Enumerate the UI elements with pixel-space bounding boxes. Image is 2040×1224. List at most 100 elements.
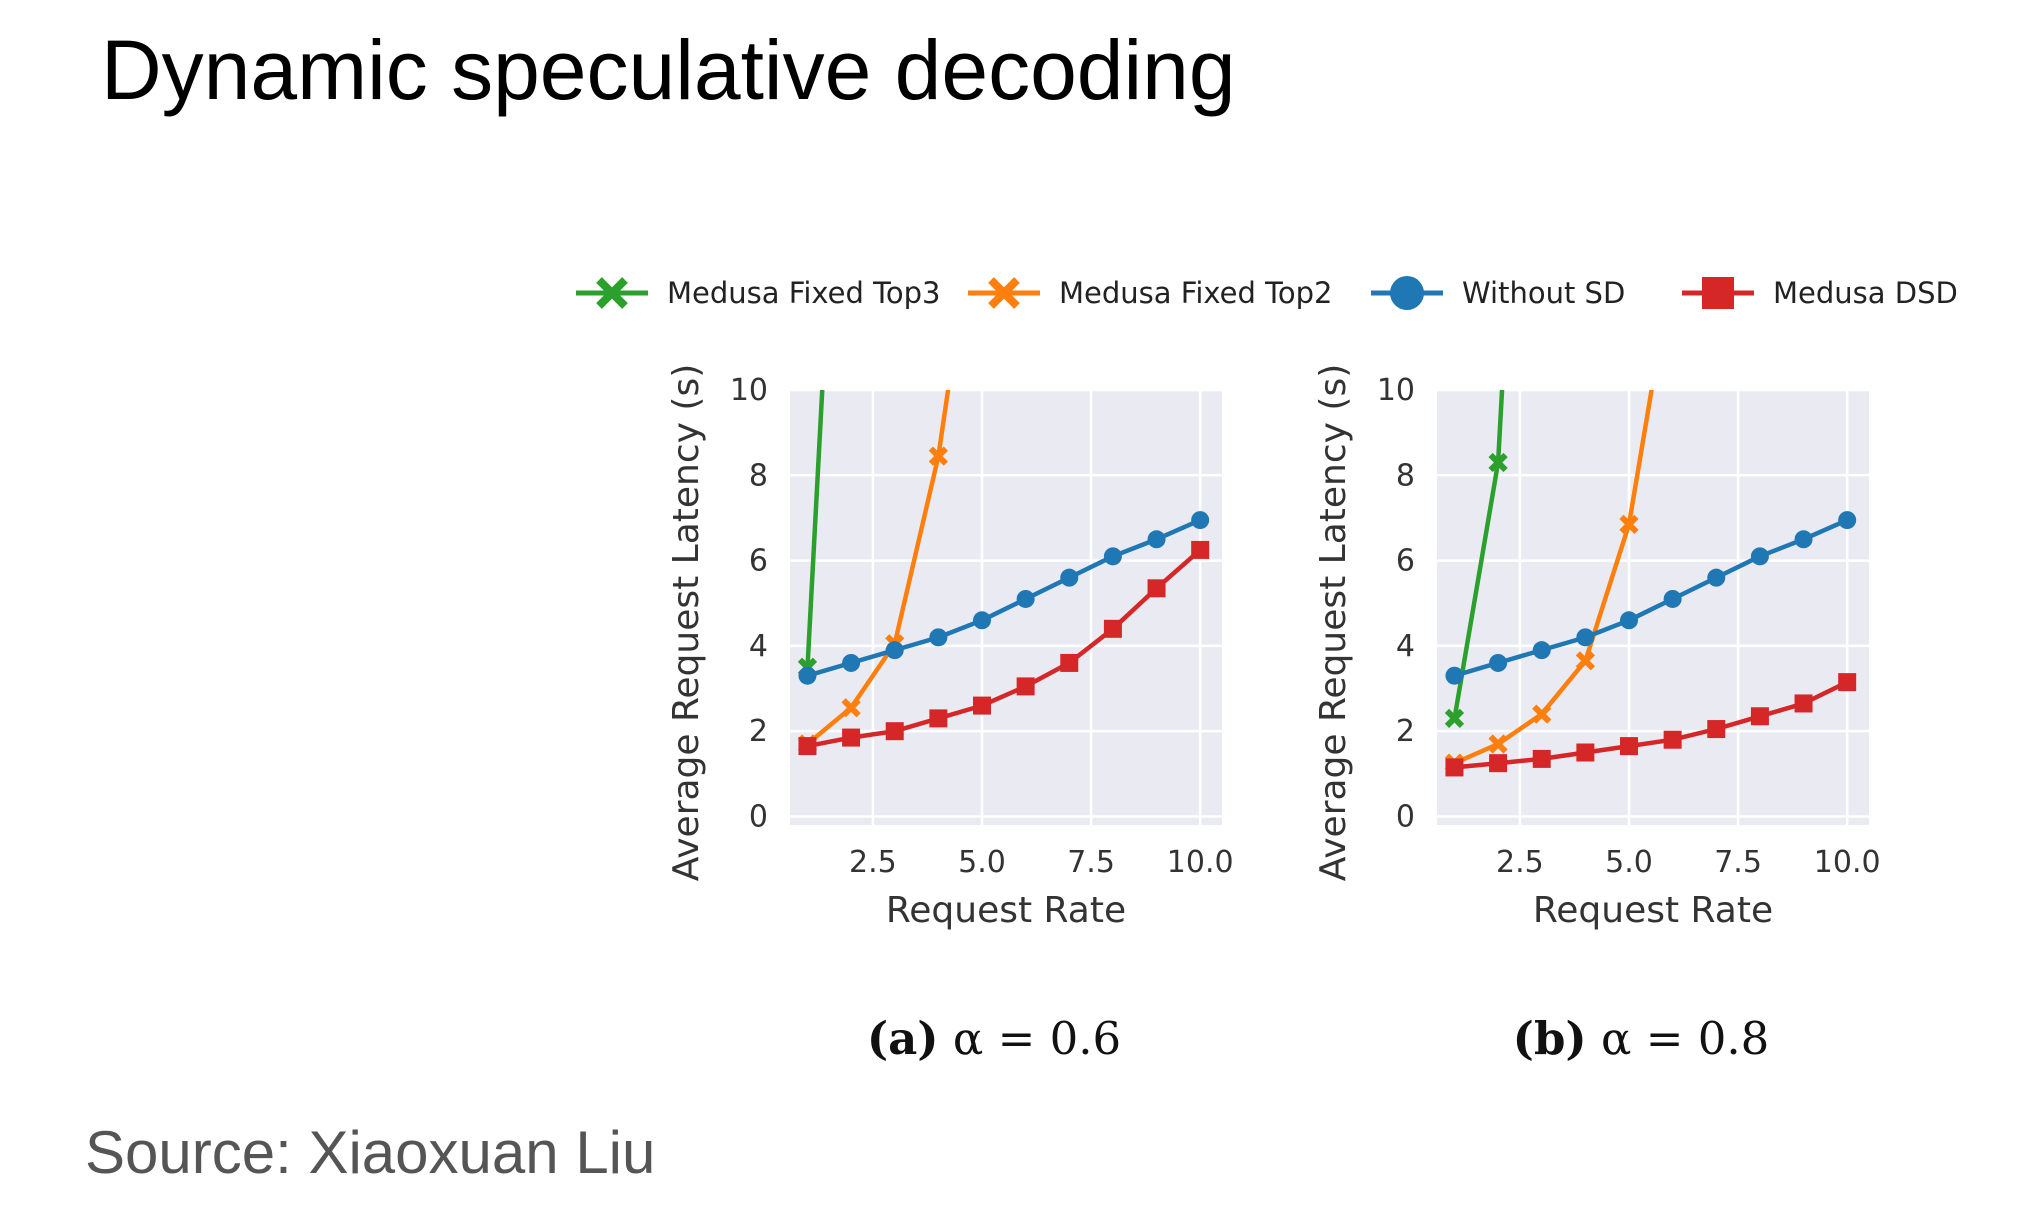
data-point-medusa-dsd: [1750, 707, 1769, 726]
panel-caption-tag: (a): [867, 1012, 939, 1065]
data-point-without-sd: [1445, 666, 1464, 685]
source-credit: Source: Xiaoxuan Liu: [85, 1119, 656, 1186]
data-point-medusa-dsd: [929, 709, 948, 728]
y-tick-label: 6: [749, 544, 768, 579]
data-point-without-sd: [1620, 611, 1638, 630]
data-point-without-sd: [1750, 547, 1769, 566]
chart-panel-b: 0 2 4 6 8 10 2.5 5.0 7.5 10.0 Request Rate Average …: [1313, 364, 1881, 1065]
data-point-medusa-fixed-top2: [1575, 651, 1595, 671]
y-tick-label: 4: [749, 629, 768, 664]
data-point-without-sd: [1838, 511, 1857, 530]
data-point-medusa-dsd: [1060, 653, 1079, 672]
panel-caption: (b) α = 0.8: [1513, 1012, 1770, 1065]
data-point-without-sd: [1532, 641, 1551, 660]
y-tick-label: 2: [749, 714, 768, 749]
data-point-medusa-dsd: [1620, 737, 1638, 756]
y-tick-label: 8: [749, 458, 768, 493]
x-tick-label: 10.0: [1167, 845, 1234, 880]
series-line-medusa-dsd: [1454, 680, 1849, 770]
series-group: [797, 390, 1210, 756]
data-point-medusa-dsd: [1103, 619, 1122, 638]
legend-label-medusa-fixed-top3: Medusa Fixed Top3: [667, 276, 941, 310]
data-point-medusa-dsd: [798, 737, 817, 756]
legend-marker-medusa-fixed-top3: [596, 277, 628, 309]
y-tick-label: 4: [1396, 629, 1415, 664]
data-point-medusa-dsd: [885, 722, 904, 741]
legend-marker-without-sd: [1390, 276, 1424, 310]
y-axis-label: Average Request Latency (s): [666, 364, 707, 882]
x-tick-label: 2.5: [849, 845, 897, 880]
data-point-medusa-dsd: [1663, 730, 1682, 749]
x-axis-label: Request Rate: [886, 890, 1126, 931]
x-tick-label: 5.0: [958, 845, 1006, 880]
y-tick-label: 6: [1396, 544, 1415, 579]
legend-marker-medusa-dsd: [1702, 277, 1734, 309]
data-point-without-sd: [1147, 530, 1166, 549]
legend-entry-without-sd: Without SD: [1371, 276, 1625, 310]
x-tick-label: 7.5: [1714, 845, 1762, 880]
data-point-medusa-dsd: [1016, 677, 1035, 696]
data-point-medusa-dsd: [1532, 749, 1551, 768]
data-point-medusa-fixed-top3: [1444, 708, 1465, 729]
x-axis-label: Request Rate: [1533, 890, 1773, 931]
series-line-medusa-dsd: [807, 548, 1202, 749]
data-point-medusa-fixed-top2: [841, 698, 861, 718]
data-point-medusa-dsd: [1707, 720, 1726, 739]
data-point-without-sd: [1576, 628, 1595, 647]
panel-caption-expr: α = 0.8: [1587, 1012, 1770, 1065]
data-point-medusa-dsd: [1147, 579, 1166, 598]
x-tick-label: 7.5: [1067, 845, 1115, 880]
chart-panel-a: 0 2 4 6 8 10 2.5 5.0 7.5 10.0 Request Rate Average …: [666, 364, 1234, 1065]
series-group: [1444, 390, 1857, 777]
data-point-without-sd: [973, 611, 991, 630]
data-point-medusa-dsd: [973, 696, 991, 715]
data-point-medusa-fixed-top2: [928, 446, 948, 466]
y-tick-label: 8: [1396, 458, 1415, 493]
y-axis-label: Average Request Latency (s): [1313, 364, 1354, 882]
data-point-without-sd: [885, 641, 904, 660]
legend-marker-medusa-fixed-top2: [988, 277, 1020, 309]
data-point-medusa-dsd: [1191, 540, 1210, 559]
data-point-medusa-fixed-top3: [1488, 452, 1508, 473]
data-point-medusa-fixed-top2: [1532, 704, 1552, 724]
data-point-without-sd: [1663, 589, 1682, 608]
legend-entry-medusa-fixed-top3: Medusa Fixed Top3: [576, 276, 941, 310]
data-point-medusa-dsd: [1576, 743, 1595, 762]
data-point-medusa-fixed-top2: [1488, 734, 1508, 754]
data-point-without-sd: [1191, 511, 1210, 530]
data-point-medusa-dsd: [1445, 758, 1464, 777]
data-point-medusa-dsd: [1794, 694, 1813, 713]
data-point-without-sd: [929, 628, 948, 647]
y-tick-label: 0: [749, 799, 768, 834]
y-tick-label: 10: [730, 373, 768, 408]
y-tick-label: 0: [1396, 799, 1415, 834]
legend-label-medusa-fixed-top2: Medusa Fixed Top2: [1059, 276, 1333, 310]
x-tick-label: 10.0: [1814, 845, 1881, 880]
data-point-without-sd: [1060, 568, 1079, 587]
data-point-without-sd: [798, 666, 817, 685]
legend-entry-medusa-fixed-top2: Medusa Fixed Top2: [968, 276, 1333, 310]
panel-caption-expr: α = 0.6: [939, 1012, 1122, 1065]
legend: Medusa Fixed Top3 Medusa Fixed Top2 Withou…: [576, 276, 1958, 310]
data-point-without-sd: [1707, 568, 1726, 587]
data-point-without-sd: [842, 653, 861, 672]
data-point-medusa-dsd: [1489, 754, 1508, 773]
legend-label-without-sd: Without SD: [1462, 276, 1625, 310]
panel-caption-tag: (b): [1513, 1012, 1587, 1065]
data-point-medusa-dsd: [842, 728, 861, 747]
data-point-without-sd: [1103, 547, 1122, 566]
series-line-medusa-fixed-top3: [805, 390, 825, 668]
data-point-medusa-fixed-top2: [1619, 514, 1639, 534]
x-tick-label: 2.5: [1496, 845, 1544, 880]
x-tick-label: 5.0: [1605, 845, 1653, 880]
series-line-without-sd: [1453, 518, 1849, 678]
y-tick-label: 10: [1377, 373, 1415, 408]
y-tick-label: 2: [1396, 714, 1415, 749]
data-point-medusa-dsd: [1838, 673, 1857, 692]
data-point-without-sd: [1489, 653, 1508, 672]
slide-title: Dynamic speculative decoding: [101, 23, 1236, 117]
legend-entry-medusa-dsd: Medusa DSD: [1682, 276, 1958, 310]
panel-caption: (a) α = 0.6: [867, 1012, 1121, 1065]
legend-label-medusa-dsd: Medusa DSD: [1773, 276, 1958, 310]
